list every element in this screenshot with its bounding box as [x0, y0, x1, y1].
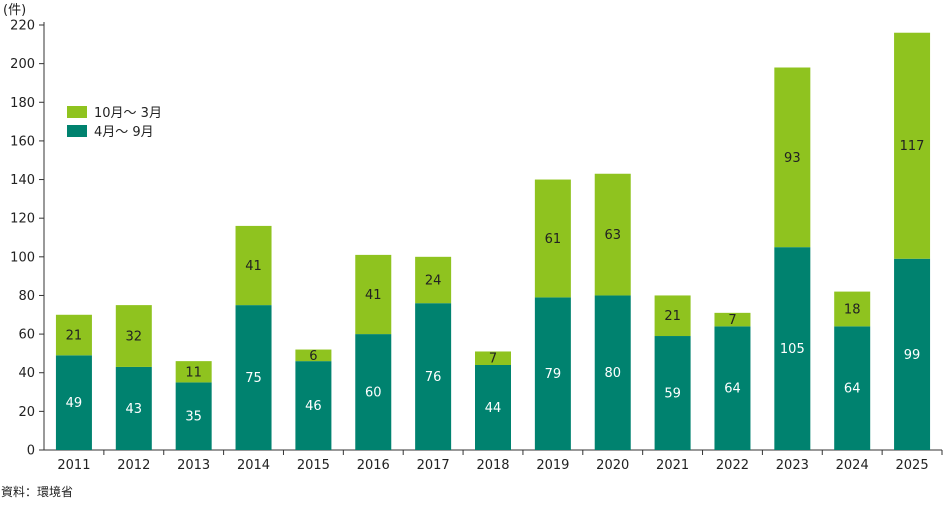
bar-segment	[654, 295, 691, 337]
y-tick-label: 80	[18, 289, 35, 304]
data-label: 44	[485, 401, 502, 416]
y-tick-label: 160	[10, 134, 35, 149]
x-tick-label: 2014	[237, 458, 270, 473]
data-label: 64	[844, 382, 861, 397]
bar-segment	[415, 303, 452, 450]
x-tick-label: 2022	[716, 458, 749, 473]
source-note: 資料：環境省	[1, 484, 73, 499]
bar-segment	[235, 305, 272, 450]
x-tick-label: 2020	[596, 458, 629, 473]
legend-label: 10月～ 3月	[94, 106, 162, 121]
bar-segment	[355, 254, 392, 335]
bar-segment	[774, 247, 811, 450]
bar-segment	[594, 295, 631, 450]
bar-segment	[175, 361, 212, 383]
data-label: 7	[489, 352, 497, 367]
legend-label: 4月～ 9月	[94, 125, 154, 140]
bar-segment	[714, 312, 751, 327]
y-tick-label: 60	[18, 328, 35, 343]
bar-segment	[55, 314, 92, 356]
bar-segment	[834, 326, 871, 450]
bar-segment	[295, 361, 332, 450]
bar-segment	[475, 351, 511, 365]
bar-segment	[774, 67, 811, 248]
data-label: 93	[784, 151, 801, 166]
data-label: 49	[66, 396, 83, 411]
data-label: 79	[545, 367, 562, 382]
data-label: 59	[664, 387, 681, 402]
x-tick-label: 2024	[836, 458, 869, 473]
data-label: 11	[185, 365, 202, 380]
data-label: 76	[425, 370, 442, 385]
bars: 49 21 43 32 35 11 75 41 46 6 60 41 76 24 44 7 79 61 80 63 59…	[55, 32, 931, 450]
data-label: 24	[425, 274, 442, 289]
bar-segment	[714, 326, 751, 450]
x-tick-label: 2017	[417, 458, 450, 473]
x-tick-label: 2015	[297, 458, 330, 473]
x-tick-label: 2023	[776, 458, 809, 473]
bar-segment	[235, 225, 272, 306]
axes: 0 20 40 60 80 100 120 140 160 180 200 220 2011 2012 20…	[10, 19, 943, 473]
legend-swatch	[67, 106, 87, 118]
data-label: 61	[545, 232, 562, 247]
data-label: 21	[66, 329, 83, 344]
bar-segment	[355, 334, 392, 450]
legend: 10月～ 3月 4月～ 9月	[67, 106, 162, 140]
bar-segment	[475, 365, 511, 450]
data-label: 7	[728, 313, 736, 328]
legend-swatch	[67, 125, 87, 137]
x-tick-label: 2019	[536, 458, 569, 473]
data-label: 41	[245, 259, 262, 274]
data-label: 117	[900, 139, 925, 154]
bar-segment	[415, 256, 452, 304]
y-tick-label: 20	[18, 405, 35, 420]
data-label: 75	[245, 371, 262, 386]
y-tick-label: 200	[10, 57, 35, 72]
y-tick-label: 180	[10, 96, 35, 111]
y-tick-label: 40	[18, 366, 35, 381]
data-label: 63	[604, 228, 621, 243]
bar-segment	[55, 355, 92, 450]
x-tick-label: 2018	[476, 458, 509, 473]
data-label: 80	[604, 366, 621, 381]
data-label: 99	[904, 348, 921, 363]
data-label: 46	[305, 399, 322, 414]
x-tick-label: 2021	[656, 458, 689, 473]
bar-segment	[654, 336, 691, 450]
data-label: 64	[724, 382, 741, 397]
bar-segment	[295, 349, 332, 362]
bar-segment	[115, 366, 152, 450]
data-label: 35	[185, 410, 202, 425]
bar-segment	[594, 173, 631, 296]
data-label: 6	[309, 349, 317, 364]
x-tick-label: 2012	[117, 458, 150, 473]
bar-segment	[175, 382, 212, 450]
y-tick-label: 100	[10, 250, 35, 265]
bar-segment	[894, 258, 931, 450]
x-tick-label: 2025	[896, 458, 929, 473]
y-tick-label: 220	[10, 19, 35, 34]
data-label: 43	[126, 402, 143, 417]
data-label: 60	[365, 386, 382, 401]
y-tick-label: 120	[10, 212, 35, 227]
x-tick-label: 2013	[177, 458, 210, 473]
bar-segment	[534, 297, 571, 450]
data-label: 32	[126, 330, 143, 345]
bar-segment	[834, 291, 871, 327]
x-tick-label: 2011	[57, 458, 90, 473]
y-tick-label: 140	[10, 173, 35, 188]
data-label: 41	[365, 288, 382, 303]
y-unit-label: (件)	[3, 3, 26, 18]
data-label: 21	[664, 309, 681, 324]
bar-segment	[894, 32, 931, 259]
data-label: 105	[780, 342, 805, 357]
y-tick-label: 0	[27, 444, 35, 459]
bar-segment	[534, 179, 571, 298]
data-label: 18	[844, 302, 861, 317]
bar-segment	[115, 305, 152, 367]
x-tick-label: 2016	[357, 458, 390, 473]
